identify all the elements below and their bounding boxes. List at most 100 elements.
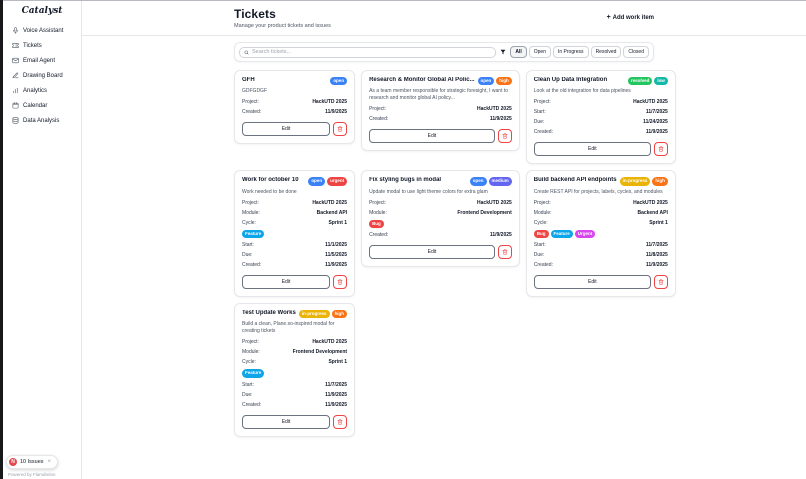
delete-button[interactable]	[333, 414, 348, 429]
filter-button-open[interactable]: Open	[528, 46, 551, 59]
field-value: 11/9/2025	[325, 109, 348, 116]
field-label: Created:	[369, 232, 389, 239]
ticket-card-header: Fix styling bugs in modal open medium	[369, 177, 512, 186]
ticket-actions: Edit	[242, 122, 348, 137]
ticket-badges: resolved low	[627, 77, 668, 86]
issues-count-label: 10 Issues	[20, 459, 44, 465]
field-label: Cycle:	[242, 219, 256, 226]
field-label: Start:	[533, 109, 546, 116]
ticket-badges: open medium	[469, 177, 512, 186]
status-badge: medium	[488, 177, 512, 186]
field-label: Project:	[242, 99, 259, 106]
field-value: Frontend Development	[457, 209, 512, 216]
trash-icon	[337, 418, 343, 425]
search-box	[239, 46, 497, 58]
ticket-labels-row: Feature	[242, 229, 347, 239]
sidebar-item-tickets[interactable]: Tickets	[8, 39, 76, 52]
add-work-item-button[interactable]: + Add work item	[607, 12, 654, 23]
ticket-field-row: Project: HackUTD 2025	[534, 200, 668, 206]
sidebar-item-data-analysis[interactable]: Data Analysis	[8, 114, 76, 127]
ticket-description: Work needed to be done	[242, 188, 297, 195]
ticket-labels-row: Bug	[369, 219, 512, 229]
field-label: Due:	[242, 391, 253, 398]
field-label: Project:	[242, 339, 259, 346]
sidebar-item-email-agent[interactable]: Email Agent	[8, 54, 76, 67]
status-badge: in-progress	[298, 310, 330, 319]
delete-button[interactable]	[333, 122, 348, 137]
status-badge: open	[308, 177, 326, 186]
ticket-card: Research & Monitor Global AI Polic... ope…	[361, 70, 520, 152]
edit-button[interactable]: Edit	[533, 142, 651, 157]
field-value: 11/5/2025	[325, 252, 348, 259]
field-value: 11/7/2025	[645, 109, 668, 116]
status-badge: open	[469, 177, 487, 186]
ticket-badges: open	[330, 77, 348, 86]
main-content: Tickets Manage your product tickets and …	[82, 1, 806, 479]
delete-button[interactable]	[333, 275, 348, 290]
field-label: Created:	[242, 401, 262, 408]
sidebar-item-analytics[interactable]: Analytics	[8, 84, 76, 97]
ticket-icon	[12, 42, 19, 49]
close-icon[interactable]: ×	[47, 459, 52, 465]
edit-button[interactable]: Edit	[242, 122, 331, 137]
field-value: 11/24/2025	[643, 119, 668, 126]
ticket-field-row: Cycle: Sprint 1	[242, 220, 347, 226]
edit-button[interactable]: Edit	[369, 129, 495, 144]
search-input[interactable]	[252, 49, 492, 56]
edit-button[interactable]: Edit	[242, 414, 331, 429]
sidebar-item-label: Data Analysis	[23, 117, 60, 124]
ticket-field-row: Created: 11/9/2025	[242, 109, 347, 115]
ticket-card-header: Clean Up Data Integration resolved low	[534, 77, 668, 86]
ticket-actions: Edit	[369, 129, 512, 144]
sidebar-item-voice-assistant[interactable]: Voice Assistant	[8, 24, 76, 37]
ticket-description: Update modal to use light theme colors f…	[369, 188, 488, 195]
dev-issues-toast[interactable]: N 10 Issues ×	[6, 455, 59, 469]
edit-button[interactable]: Edit	[533, 275, 651, 290]
field-label: Project:	[242, 199, 259, 206]
trash-icon	[502, 133, 508, 140]
filter-button-closed[interactable]: Closed	[623, 46, 649, 59]
page-header: Tickets Manage your product tickets and …	[82, 1, 806, 37]
field-value: Backend API	[316, 209, 348, 216]
field-value: 11/8/2025	[645, 252, 668, 259]
ticket-title: Test Update Works	[242, 310, 296, 317]
filter-button-all[interactable]: All	[510, 46, 527, 59]
ticket-field-row: Module: Backend API	[534, 210, 668, 216]
edit-button[interactable]: Edit	[369, 245, 495, 260]
field-label: Module:	[242, 349, 260, 356]
ticket-title: Work for october 10	[242, 177, 299, 184]
sidebar: Catalyst Voice Assistant Tickets Email Age…	[3, 1, 82, 479]
edit-button[interactable]: Edit	[242, 275, 331, 290]
delete-button[interactable]	[497, 245, 512, 260]
ticket-badges: open high	[477, 77, 512, 86]
ticket-description: As a team member responsible for strateg…	[369, 88, 509, 102]
delete-button[interactable]	[653, 275, 668, 290]
ticket-badges: in-progress high	[298, 310, 348, 319]
status-badge: open	[477, 77, 495, 86]
ticket-card-header: Work for october 10 open urgent	[242, 177, 348, 186]
delete-button[interactable]	[653, 142, 668, 157]
field-value: Sprint 1	[649, 219, 668, 226]
filter-funnel-icon[interactable]	[500, 49, 506, 55]
tickets-grid: GFH open GDFGDGF Project: HackUTD 2025 Create…	[234, 70, 676, 446]
filter-button-resolved[interactable]: Resolved	[590, 46, 622, 59]
field-label: Due:	[242, 252, 253, 259]
field-value: 11/1/2025	[325, 242, 348, 249]
database-icon	[12, 117, 19, 124]
ticket-card-header: Research & Monitor Global AI Polic... ope…	[369, 77, 512, 86]
sidebar-item-calendar[interactable]: Calendar	[8, 99, 76, 112]
field-value: HackUTD 2025	[477, 106, 512, 113]
delete-button[interactable]	[497, 129, 512, 144]
sidebar-item-label: Drawing Board	[23, 72, 63, 79]
trash-icon	[337, 126, 343, 133]
ticket-card: Work for october 10 open urgent Work needed…	[234, 170, 356, 298]
sidebar-item-label: Analytics	[23, 87, 48, 94]
field-value: HackUTD 2025	[633, 199, 668, 206]
ticket-field-row: Project: HackUTD 2025	[369, 200, 512, 206]
status-badge: urgent	[327, 177, 348, 186]
ticket-actions: Edit	[533, 275, 668, 290]
sidebar-item-drawing-board[interactable]: Drawing Board	[8, 69, 76, 82]
filter-button-in-progress[interactable]: In Progress	[552, 46, 589, 59]
sidebar-item-label: Tickets	[23, 42, 42, 49]
